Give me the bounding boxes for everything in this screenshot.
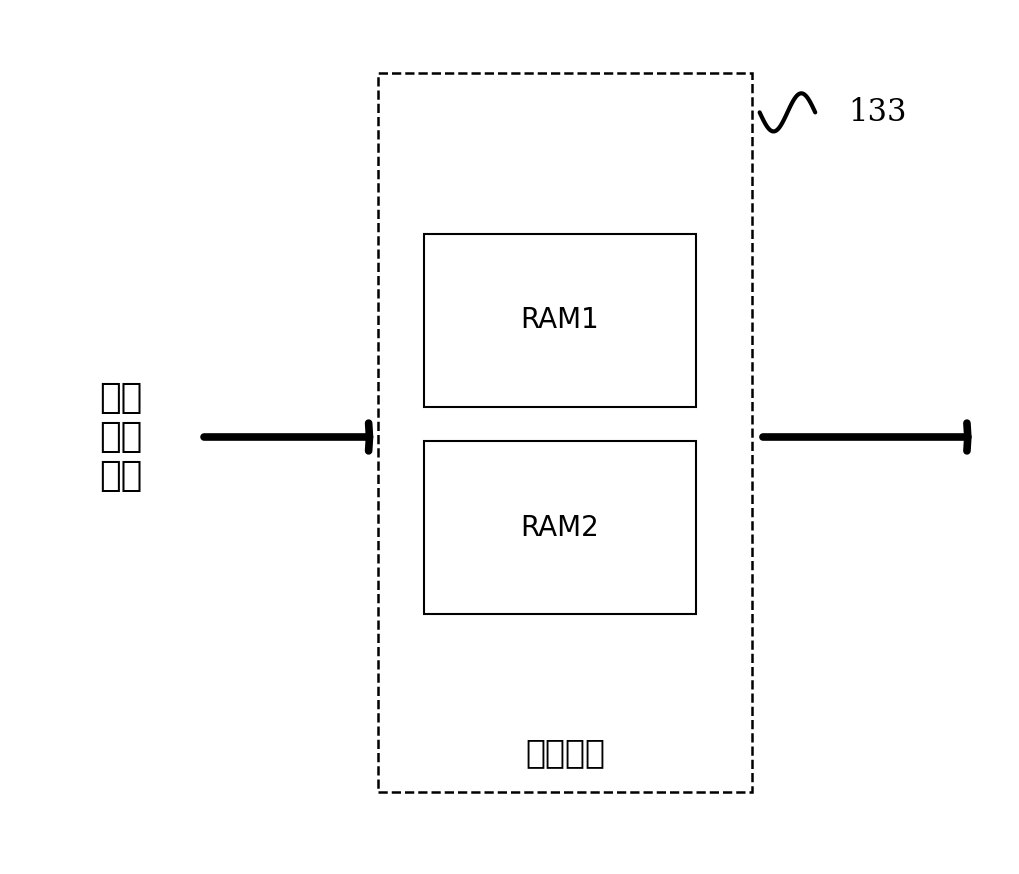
Text: RAM1: RAM1 <box>521 306 599 334</box>
Text: 输入缓存: 输入缓存 <box>525 737 605 769</box>
Bar <box>378 73 752 792</box>
Text: 原始
图像
数据: 原始 图像 数据 <box>99 380 142 494</box>
Bar <box>424 233 696 406</box>
Text: 133: 133 <box>848 97 907 128</box>
Bar <box>424 441 696 614</box>
Text: RAM2: RAM2 <box>521 514 599 542</box>
